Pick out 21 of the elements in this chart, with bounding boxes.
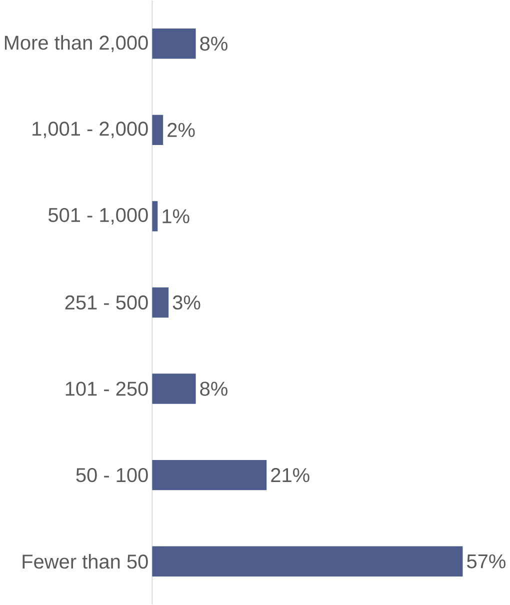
y-tick-label: Fewer than 50 [22, 554, 148, 569]
data-label: 1% [162, 209, 190, 224]
bar [152, 28, 196, 59]
y-tick-label: 251 - 500 [66, 295, 148, 310]
data-label: 3% [173, 295, 200, 310]
y-tick-label: 501 - 1,000 [48, 208, 148, 224]
data-label: 8% [200, 382, 228, 396]
y-tick-label: 101 - 250 [66, 382, 148, 396]
data-label: 2% [168, 122, 195, 137]
bar [152, 114, 164, 146]
bar [152, 460, 267, 490]
bar [152, 374, 196, 404]
y-tick-label: More than 2,000 [5, 35, 148, 52]
data-label: 57% [467, 554, 506, 568]
bar [152, 287, 169, 318]
bar [152, 546, 463, 576]
data-label: 8% [200, 36, 228, 51]
y-tick-label: 50 - 100 [76, 468, 148, 482]
data-label: 21% [271, 468, 310, 482]
y-tick-label: 1,001 - 2,000 [32, 122, 148, 138]
bar [152, 201, 158, 232]
